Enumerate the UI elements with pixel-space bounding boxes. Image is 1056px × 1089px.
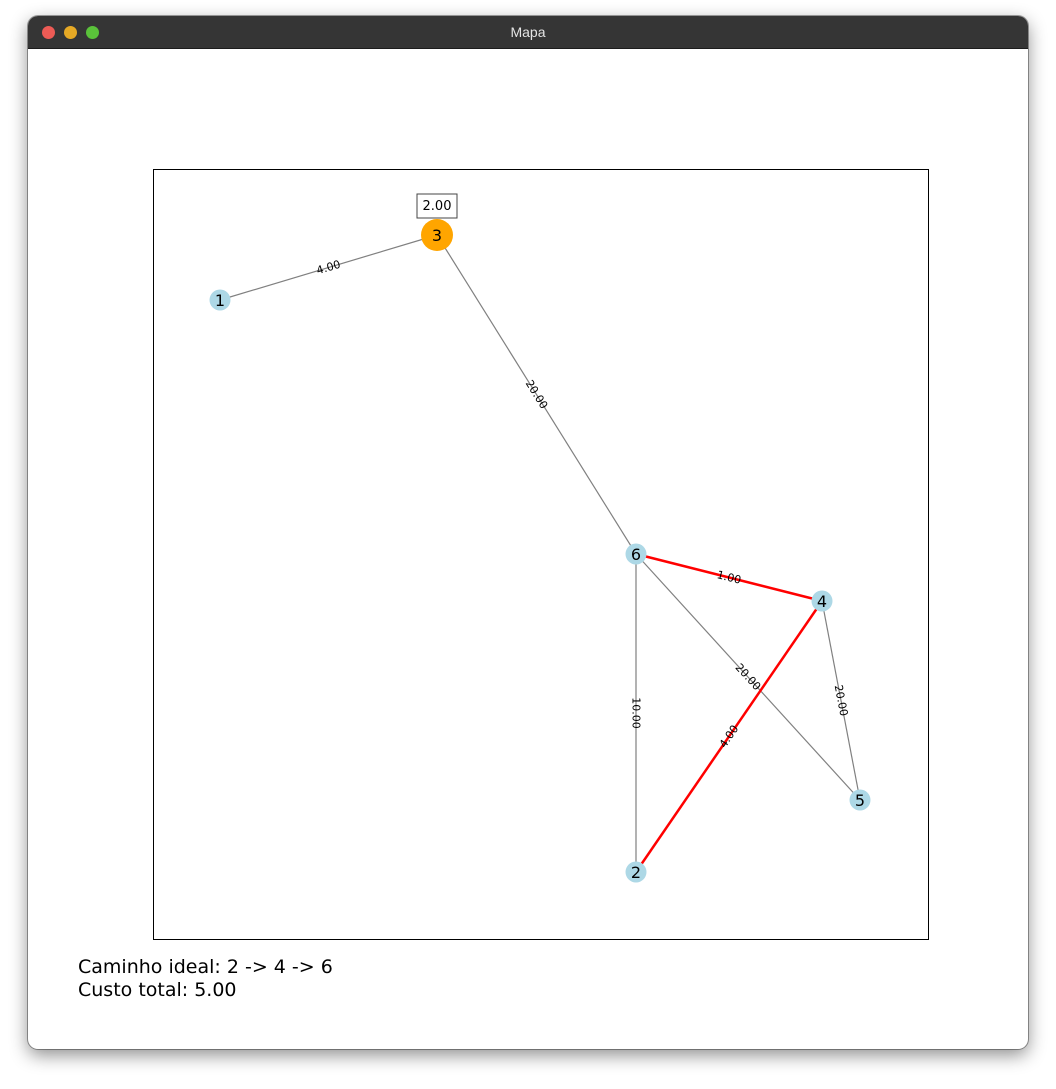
node-annotation-text: 2.00 (423, 199, 452, 214)
node-6[interactable] (625, 543, 647, 565)
node-label-3: 3 (432, 226, 442, 245)
maximize-window-button[interactable] (86, 26, 99, 39)
edge-1-3 (219, 234, 438, 301)
node-3[interactable] (421, 219, 453, 251)
nodes-layer: 1 2 3 2.00 4 5 6 (209, 193, 871, 883)
route-summary: Caminho ideal: 2 -> 4 -> 6 Custo total: … (78, 956, 333, 1002)
total-cost-text: Custo total: 5.00 (78, 979, 237, 1001)
close-window-button[interactable] (42, 26, 55, 39)
node-1[interactable] (209, 289, 231, 311)
node-2[interactable] (625, 861, 647, 883)
edge-4-5 (821, 600, 861, 801)
edge-label-6-2: 10.00 (630, 697, 643, 729)
edge-4-2 (634, 600, 824, 873)
window-title: Mapa (510, 24, 546, 40)
ideal-path-text: Caminho ideal: 2 -> 4 -> 6 (78, 956, 333, 978)
edge-3-6 (436, 234, 637, 555)
plot-frame (153, 169, 929, 940)
node-4[interactable] (811, 590, 833, 612)
node-label-4: 4 (817, 592, 827, 611)
edge-6-4 (635, 552, 823, 603)
edge-label-6-4: 1.00 (716, 568, 743, 587)
node-5[interactable] (849, 789, 871, 811)
node-annotation-box (416, 193, 458, 219)
edge-6-5 (635, 553, 861, 801)
title-bar[interactable]: Mapa (28, 16, 1028, 49)
minimize-window-button[interactable] (64, 26, 77, 39)
node-label-6: 6 (631, 545, 641, 564)
node-label-2: 2 (631, 863, 641, 882)
node-label-1: 1 (215, 291, 225, 310)
edges-layer (219, 234, 861, 873)
edge-label-4-5: 20.00 (832, 684, 851, 717)
node-label-5: 5 (855, 791, 865, 810)
